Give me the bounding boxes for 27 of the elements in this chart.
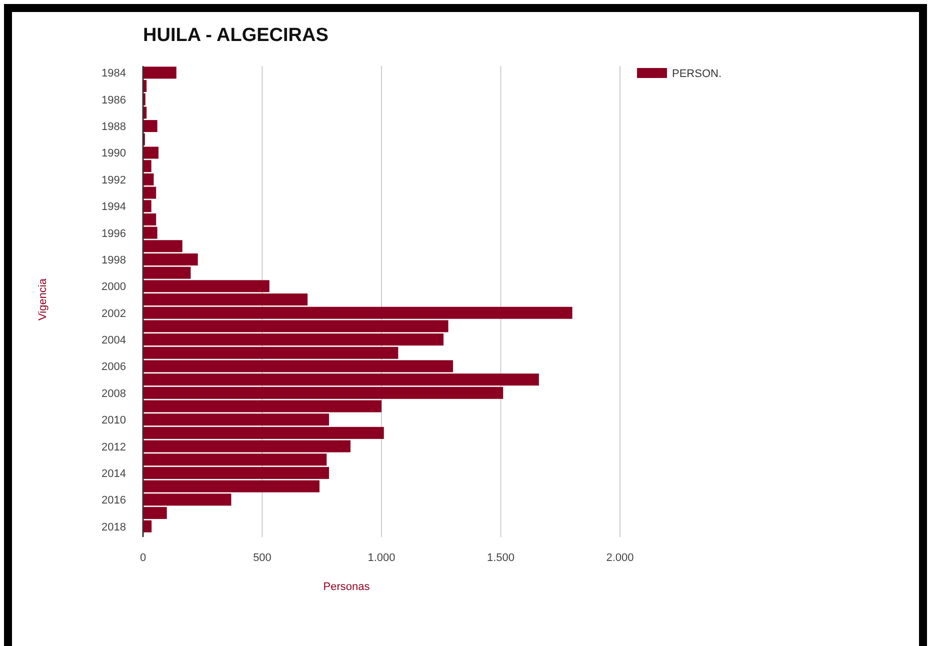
- y-tick-label: 2004: [102, 334, 126, 347]
- y-tick-label: 1994: [102, 201, 126, 214]
- chart-title: HUILA - ALGECIRAS: [143, 25, 328, 46]
- y-tick-label: 1996: [102, 228, 126, 240]
- y-axis-title: Vigencia: [37, 278, 49, 320]
- y-tick-label: 2000: [102, 281, 126, 294]
- y-tick-label: 2010: [102, 414, 126, 427]
- y-tick-label: 1990: [102, 148, 126, 160]
- legend-label: PERSON.: [672, 68, 722, 80]
- y-tick-label: 1988: [102, 121, 126, 134]
- y-tick-label: 1992: [102, 174, 126, 186]
- x-tick-label: 1.500: [486, 552, 515, 564]
- y-tick-label: 2012: [102, 441, 126, 454]
- y-tick-label: 2006: [102, 361, 126, 374]
- x-tick-label: 0: [140, 552, 146, 564]
- x-tick-label: 2.000: [606, 552, 634, 564]
- x-tick-label: 1.000: [368, 552, 396, 564]
- y-tick-label: 2016: [102, 494, 126, 507]
- y-tick-label: 2002: [102, 308, 126, 320]
- y-tick-label: 2014: [102, 468, 126, 480]
- x-axis-title: Personas: [323, 581, 370, 593]
- y-tick-label: 1984: [102, 68, 126, 80]
- y-tick-label: 1986: [102, 94, 126, 106]
- y-tick-label: 2018: [102, 521, 126, 534]
- y-tick-label: 1998: [102, 254, 126, 266]
- x-tick-label: 500: [253, 552, 272, 564]
- y-tick-label: 2008: [102, 388, 126, 400]
